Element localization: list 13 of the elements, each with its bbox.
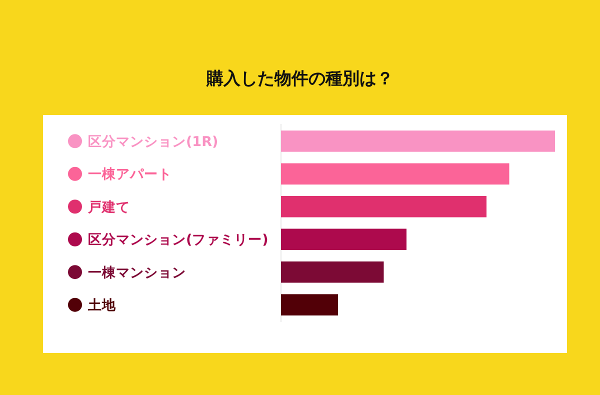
bar [281, 261, 384, 283]
bar [281, 130, 555, 152]
y-tick-label: 区分マンション(ファミリー) [88, 232, 268, 248]
bar [281, 294, 338, 316]
bar [281, 196, 486, 218]
y-tick-label: 一棟マンション [88, 264, 186, 281]
bar [281, 228, 406, 250]
y-tick-label: 土地 [87, 298, 117, 314]
y-tick-label: 区分マンション(1R) [88, 134, 218, 150]
y-tick-label: 戸建て [87, 199, 130, 216]
y-tick-label: 一棟アパート [88, 166, 172, 183]
bar [281, 163, 510, 185]
chart-title: 購入した物件の種別は？ [206, 69, 394, 89]
